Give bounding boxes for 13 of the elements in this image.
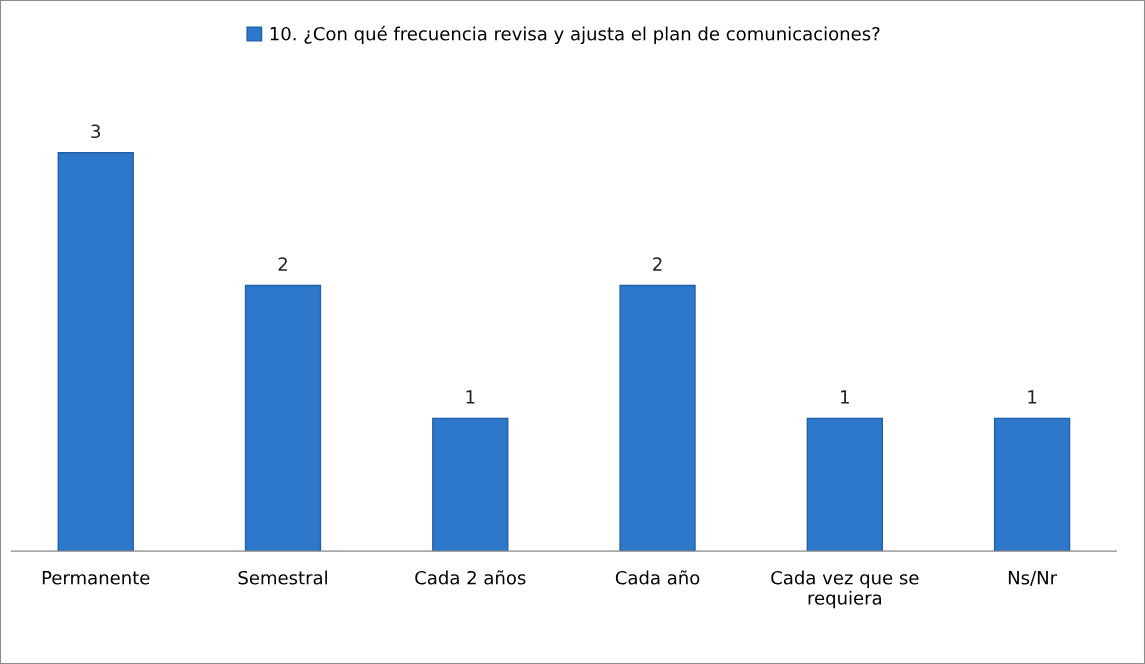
x-tick-label: Ns/Nr <box>1008 571 1058 586</box>
data-label: 2 <box>278 257 287 271</box>
data-label: 2 <box>653 257 662 271</box>
legend-label: 10. ¿Con qué frecuencia revisa y ajusta el plan de comunicaciones? <box>270 25 880 45</box>
x-tick-label: Semestral <box>238 570 327 585</box>
data-label: 1 <box>466 390 475 404</box>
x-tick-label: Permanente <box>42 571 150 585</box>
data-label: 1 <box>841 390 849 404</box>
x-tick-label: Cada año <box>615 570 700 585</box>
x-tick-label: Cada vez que se requiera <box>771 570 919 609</box>
x-tick-label: Cada 2 años <box>415 570 526 585</box>
data-label: 1 <box>1028 390 1037 404</box>
data-label: 3 <box>91 124 101 139</box>
